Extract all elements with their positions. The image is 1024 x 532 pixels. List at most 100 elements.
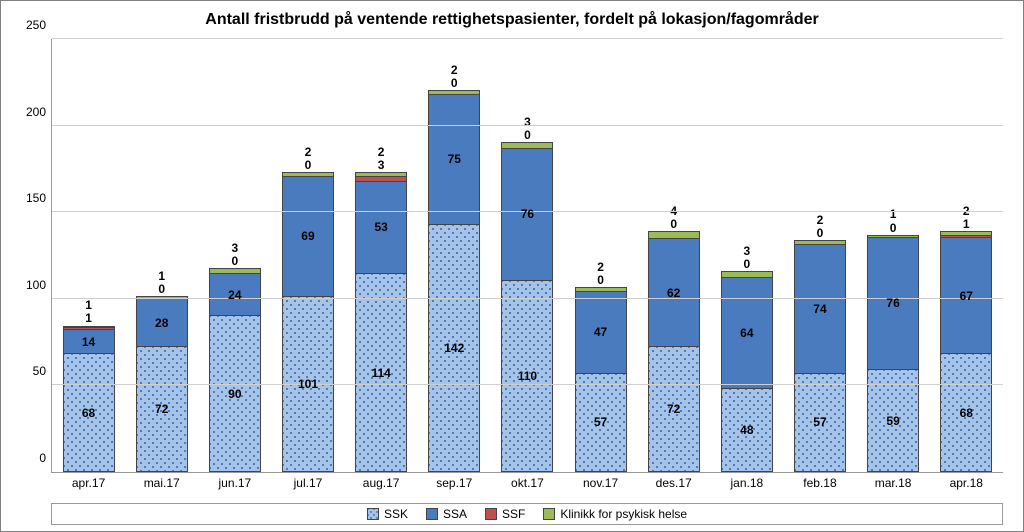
legend: SSK SSA SSF Klinikk for psykisk helse	[51, 503, 1003, 525]
bar-group: 726204des.17	[648, 231, 700, 472]
legend-label-kph: Klinikk for psykisk helse	[560, 507, 687, 521]
x-tick-label: mai.17	[144, 476, 180, 490]
y-tick-label: 150	[26, 191, 46, 205]
bar-value-label: 64	[740, 326, 753, 340]
bar-segment-kph	[575, 287, 627, 290]
bar-segment-ssf	[355, 176, 407, 181]
x-tick-label: feb.18	[803, 476, 836, 490]
bar-top-labels: 02	[282, 146, 334, 172]
grid-line	[52, 298, 1003, 299]
bar-value-label: 53	[374, 220, 387, 234]
bar-value-label: 67	[960, 289, 973, 303]
bar-segment-ssk: 114	[355, 273, 407, 472]
bar-segment-ssa: 53	[355, 181, 407, 273]
grid-line	[52, 384, 1003, 385]
bar-segment-ssa: 28	[136, 298, 188, 347]
swatch-ssk	[367, 508, 379, 520]
bar-top-labels: 01	[136, 270, 188, 296]
bar-segment-ssa: 75	[428, 94, 480, 225]
bar-top-label: 3	[378, 159, 385, 172]
bar-value-label: 72	[667, 402, 680, 416]
bar-top-labels: 01	[867, 208, 919, 234]
bar-top-label: 0	[890, 222, 897, 235]
y-tick-label: 0	[39, 451, 46, 465]
y-tick-label: 100	[26, 278, 46, 292]
bar-segment-kph	[282, 172, 334, 175]
bar-group: 574702nov.17	[575, 287, 627, 472]
bar-value-label: 101	[298, 377, 318, 391]
x-tick-label: des.17	[656, 476, 692, 490]
bar-segment-ssk: 72	[648, 346, 700, 472]
bar-top-label: 0	[158, 283, 165, 296]
bar-value-label: 62	[667, 286, 680, 300]
legend-item-ssa: SSA	[426, 507, 467, 521]
x-tick-label: apr.17	[72, 476, 105, 490]
bar-segment-ssa: 74	[794, 244, 846, 373]
bar-top-label: 2	[597, 261, 604, 274]
x-tick-label: mar.18	[875, 476, 912, 490]
bar-top-label: 3	[232, 242, 239, 255]
legend-label-ssa: SSA	[443, 507, 467, 521]
bar-segment-ssa: 64	[721, 277, 773, 389]
bar-segment-ssk: 72	[136, 346, 188, 472]
bar-segment-kph	[209, 268, 261, 273]
bar-value-label: 76	[886, 296, 899, 310]
bar-segment-ssa: 67	[940, 237, 992, 354]
bar-segment-ssk: 110	[501, 280, 553, 472]
grid-line	[52, 38, 1003, 39]
x-tick-label: jul.17	[294, 476, 323, 490]
x-tick-label: okt.17	[511, 476, 544, 490]
bar-segment-kph	[867, 235, 919, 237]
bar-segment-ssa: 47	[575, 291, 627, 373]
bar-value-label: 90	[228, 387, 241, 401]
bar-value-label: 68	[82, 406, 95, 420]
bar-top-label: 0	[743, 258, 750, 271]
bar-value-label: 69	[301, 229, 314, 243]
legend-item-ssf: SSF	[485, 507, 525, 521]
bar-segment-ssa: 69	[282, 176, 334, 296]
bar-top-label: 1	[85, 312, 92, 325]
bar-segment-kph	[940, 231, 992, 234]
bar-segment-ssa: 76	[867, 237, 919, 370]
bar-top-labels: 02	[428, 64, 480, 90]
bar-segment-ssa: 76	[501, 148, 553, 281]
bar-value-label: 142	[444, 341, 464, 355]
bar-segment-kph	[355, 172, 407, 175]
x-tick-label: jun.17	[218, 476, 251, 490]
bar-segment-ssk: 68	[63, 353, 115, 472]
bar-top-label: 2	[451, 64, 458, 77]
bar-value-label: 114	[371, 366, 390, 380]
y-tick-label: 200	[26, 105, 46, 119]
chart-title: Antall fristbrudd på ventende rettighets…	[1, 11, 1023, 29]
bar-segment-kph	[63, 326, 115, 328]
legend-label-ssk: SSK	[384, 507, 408, 521]
bar-top-label: 2	[817, 214, 824, 227]
x-tick-label: jan.18	[730, 476, 763, 490]
bar-top-label: 1	[963, 218, 970, 231]
bar-value-label: 47	[594, 325, 607, 339]
bar-value-label: 57	[813, 415, 826, 429]
bar-top-labels: 02	[794, 214, 846, 240]
bar-value-label: 14	[82, 335, 95, 349]
x-tick-label: nov.17	[583, 476, 618, 490]
swatch-kph	[543, 508, 555, 520]
bar-top-label: 0	[524, 129, 531, 142]
bar-value-label: 24	[228, 288, 241, 302]
bar-segment-kph	[721, 271, 773, 276]
bar-segment-kph	[428, 90, 480, 93]
bar-segment-ssk: 48	[721, 388, 773, 472]
bar-segment-kph	[794, 240, 846, 243]
bar-segment-ssk: 57	[794, 373, 846, 472]
y-tick-label: 250	[26, 18, 46, 32]
bar-value-label: 75	[448, 152, 461, 166]
swatch-ssa	[426, 508, 438, 520]
bar-value-label: 110	[518, 369, 537, 383]
bar-segment-kph	[501, 142, 553, 147]
bar-top-labels: 04	[648, 205, 700, 231]
bar-top-label: 2	[305, 146, 312, 159]
bar-group: 486403jan.18	[721, 271, 773, 472]
bar-group: 1145332aug.17	[355, 172, 407, 472]
bars-row: 681411apr.17722801mai.17902403jun.171016…	[52, 39, 1003, 472]
bar-segment-ssk: 57	[575, 373, 627, 472]
bar-top-labels: 32	[355, 146, 407, 172]
